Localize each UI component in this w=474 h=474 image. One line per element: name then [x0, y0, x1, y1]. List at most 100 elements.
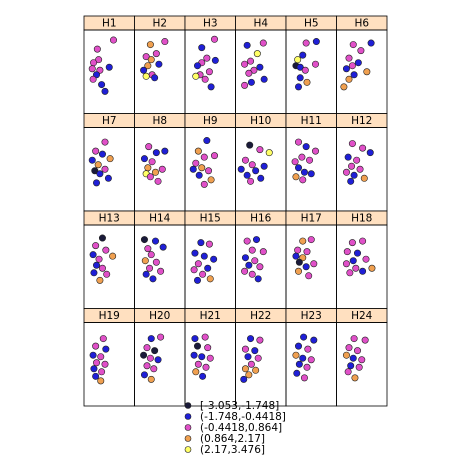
- data-point: [291, 158, 299, 166]
- legend-marker: [184, 424, 192, 431]
- panel-frame: [83, 127, 135, 212]
- data-point: [211, 152, 219, 160]
- panel-frame: [235, 322, 287, 407]
- data-point: [344, 368, 352, 376]
- data-point: [89, 251, 97, 259]
- data-point: [253, 50, 261, 58]
- data-point: [95, 255, 103, 263]
- data-point: [97, 353, 105, 361]
- data-point: [256, 336, 264, 344]
- data-point: [300, 374, 308, 382]
- data-point: [145, 143, 153, 151]
- strip-label: H4: [253, 18, 268, 30]
- data-point: [146, 264, 154, 272]
- data-point: [148, 158, 156, 166]
- data-point: [299, 354, 307, 362]
- panel-h17: H17: [285, 210, 337, 309]
- legend-label: [-3.053,-1.748]: [200, 400, 279, 412]
- data-point: [299, 51, 307, 59]
- data-point: [353, 347, 361, 355]
- panel-h13: H13: [83, 210, 135, 309]
- data-point: [152, 237, 160, 245]
- data-point: [257, 174, 265, 182]
- data-point: [140, 371, 148, 379]
- data-point: [88, 156, 96, 164]
- data-point: [241, 345, 249, 353]
- data-point: [250, 66, 258, 74]
- strip-label: H10: [250, 115, 271, 127]
- data-point: [350, 335, 358, 343]
- legend-entry: [-3.053,-1.748]: [184, 400, 279, 412]
- strip-label: H5: [304, 18, 319, 30]
- data-point: [356, 165, 364, 173]
- data-point: [294, 164, 302, 172]
- data-point: [97, 377, 105, 385]
- data-point: [310, 336, 318, 344]
- data-point: [346, 269, 354, 277]
- strip-label: H24: [351, 310, 373, 322]
- panel-h6: H6: [336, 15, 388, 114]
- data-point: [198, 164, 206, 172]
- panel-h16: H16: [235, 210, 287, 309]
- data-point: [199, 270, 207, 278]
- data-point: [144, 164, 152, 172]
- data-point: [140, 236, 148, 244]
- data-point: [311, 147, 319, 155]
- panel-frame: [83, 224, 135, 309]
- data-point: [362, 255, 370, 263]
- data-point: [367, 39, 375, 47]
- data-point: [105, 63, 113, 71]
- data-point: [240, 375, 248, 383]
- data-point: [192, 368, 200, 376]
- data-point: [147, 251, 155, 259]
- data-point: [312, 38, 320, 46]
- data-point: [202, 363, 210, 371]
- data-point: [340, 83, 348, 91]
- data-point: [345, 344, 353, 352]
- data-point: [151, 74, 159, 82]
- data-point: [93, 359, 101, 367]
- legend-marker: [184, 435, 192, 442]
- data-point: [157, 333, 165, 341]
- data-point: [246, 141, 254, 149]
- data-point: [190, 266, 198, 274]
- data-point: [194, 342, 202, 350]
- strip-label: H23: [301, 310, 322, 322]
- data-point: [194, 260, 202, 268]
- data-point: [200, 180, 208, 188]
- data-point: [260, 162, 268, 170]
- data-point: [247, 78, 255, 86]
- data-point: [363, 68, 371, 76]
- data-point: [144, 245, 152, 253]
- data-point: [158, 165, 166, 173]
- data-point: [142, 270, 150, 278]
- panel-frame: [285, 29, 337, 114]
- data-point: [195, 171, 203, 179]
- data-point: [140, 351, 148, 359]
- data-point: [189, 165, 197, 173]
- data-point: [90, 269, 98, 277]
- data-point: [194, 276, 202, 284]
- data-point: [256, 63, 264, 71]
- data-point: [200, 252, 208, 260]
- data-point: [146, 173, 154, 181]
- data-point: [243, 171, 251, 179]
- strip-label: H15: [200, 213, 221, 225]
- data-point: [192, 72, 200, 80]
- data-point: [294, 267, 302, 275]
- data-point: [88, 65, 96, 73]
- panel-h3: H3: [184, 15, 236, 114]
- data-point: [241, 267, 249, 275]
- data-point: [192, 159, 200, 167]
- data-point: [342, 168, 350, 176]
- panel-h12: H12: [336, 113, 388, 212]
- panel-h24: H24: [336, 308, 388, 407]
- data-point: [247, 360, 255, 368]
- data-point: [307, 236, 315, 244]
- data-point: [260, 75, 268, 83]
- data-point: [294, 342, 302, 350]
- data-point: [161, 38, 169, 46]
- data-point: [159, 243, 167, 251]
- data-point: [104, 174, 112, 182]
- data-point: [205, 167, 213, 175]
